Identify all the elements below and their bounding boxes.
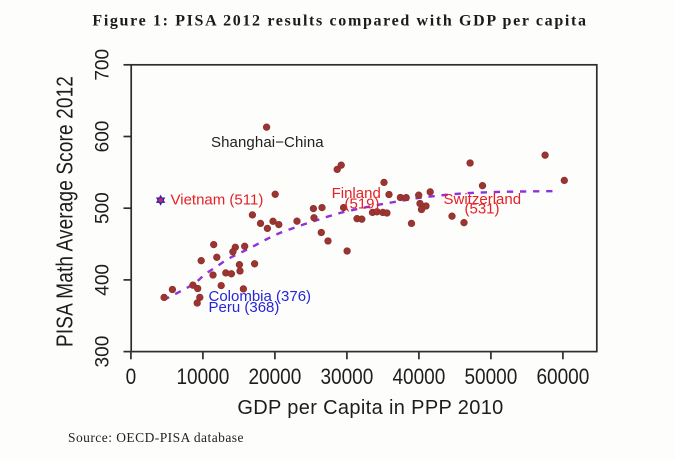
svg-text:Vietnam (511): Vietnam (511) xyxy=(171,191,264,208)
svg-text:50000: 50000 xyxy=(464,365,517,390)
svg-text:PISA Math Average Score 2012: PISA Math Average Score 2012 xyxy=(53,76,78,347)
svg-text:(519): (519) xyxy=(344,195,379,212)
svg-text:400: 400 xyxy=(93,264,114,296)
svg-text:600: 600 xyxy=(93,121,114,153)
svg-text:Peru (368): Peru (368) xyxy=(209,299,280,316)
svg-text:Finland: Finland xyxy=(332,185,381,202)
svg-text:30000: 30000 xyxy=(320,365,373,390)
svg-text:Switzerland: Switzerland xyxy=(444,191,522,208)
svg-text:20000: 20000 xyxy=(248,365,301,390)
svg-text:GDP per Capita in PPP 2010: GDP per Capita in PPP 2010 xyxy=(237,397,503,419)
svg-text:Colombia (376): Colombia (376) xyxy=(209,288,312,305)
svg-text:500: 500 xyxy=(93,192,114,224)
svg-text:Figure 1: PISA 2012 results co: Figure 1: PISA 2012 results compared wit… xyxy=(92,13,587,30)
svg-text:300: 300 xyxy=(93,336,114,368)
svg-text:Source: OECD-PISA database: Source: OECD-PISA database xyxy=(68,430,244,445)
svg-text:(531): (531) xyxy=(464,201,499,218)
svg-text:0: 0 xyxy=(126,365,137,390)
svg-text:Shanghai−China: Shanghai−China xyxy=(211,134,324,151)
svg-text:60000: 60000 xyxy=(536,365,589,390)
svg-text:700: 700 xyxy=(93,49,114,81)
svg-text:40000: 40000 xyxy=(392,365,445,390)
svg-text:10000: 10000 xyxy=(176,365,229,390)
